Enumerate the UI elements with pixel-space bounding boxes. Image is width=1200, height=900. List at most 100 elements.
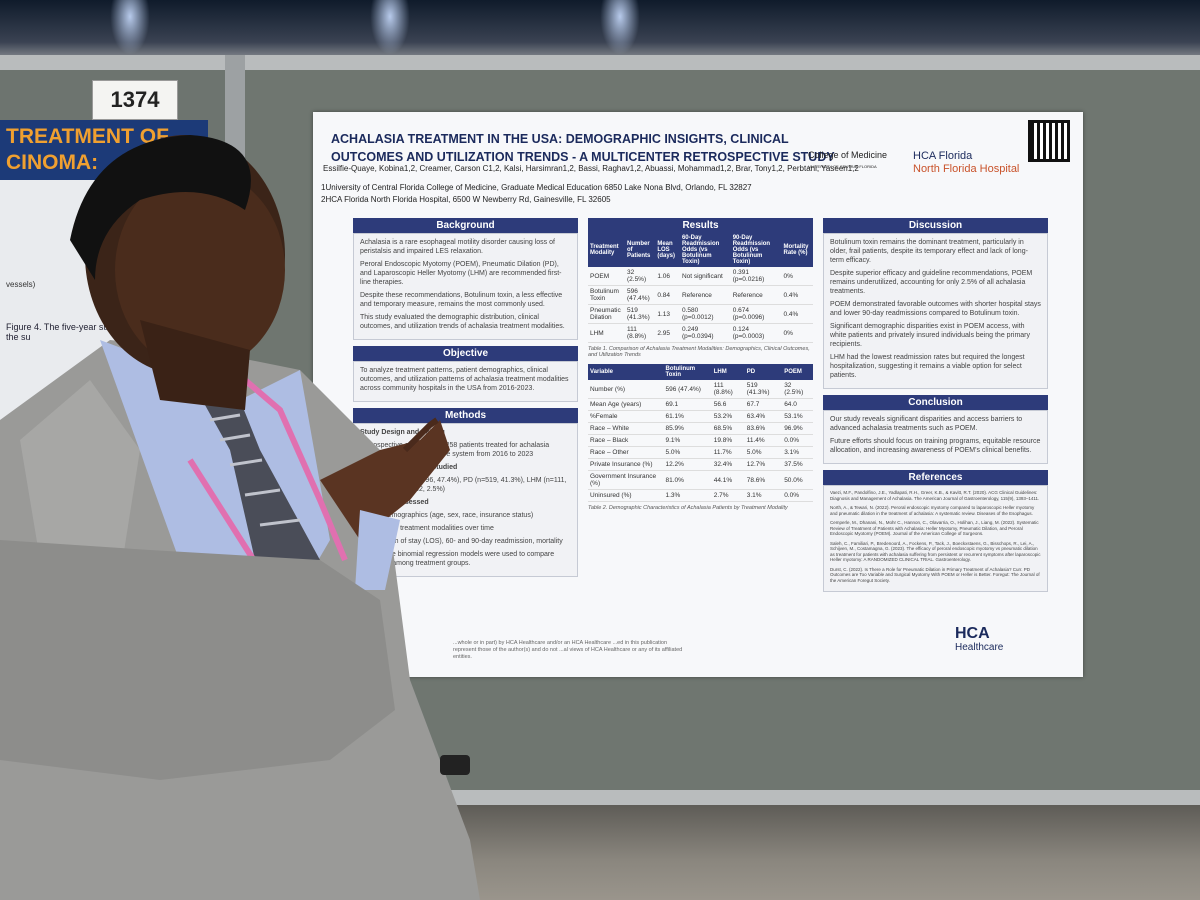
table-cell: Government Insurance (%) xyxy=(588,470,664,490)
table-cell: 0.4% xyxy=(781,285,813,305)
background-item: This study evaluated the demographic dis… xyxy=(360,314,565,330)
hca-logo-line1: HCA Florida xyxy=(913,150,973,162)
results-table-1: Treatment Modality Number of Patients Mean… xyxy=(588,233,813,343)
table-cell: 0.0% xyxy=(782,489,813,502)
background-heading: Background xyxy=(353,218,578,233)
discussion-box: Botulinum toxin remains the dominant tre… xyxy=(823,233,1048,389)
reference-item: North, A., & Tewari, N. (2022). Peroral … xyxy=(830,505,1035,516)
table-cell: 0% xyxy=(781,267,813,286)
table-cell: 85.9% xyxy=(663,422,712,435)
methods-item: Mean length of stay (LOS), 60- and 90-da… xyxy=(360,538,563,545)
table-cell: 32 (2.5%) xyxy=(782,380,813,399)
poster-disclaimer: ...whole or in part) by HCA Healthcare a… xyxy=(453,640,683,660)
results-heading: Results xyxy=(588,218,813,233)
table-header-cell: Variable xyxy=(588,364,664,380)
ceiling-light xyxy=(110,0,150,55)
table-row: Uninsured (%) 1.3% 2.7% 3.1% 0.0% xyxy=(588,489,813,502)
presenter-tie xyxy=(205,400,320,590)
table-cell: 0.580 (p=0.0012) xyxy=(679,304,731,324)
table-cell: 50.0% xyxy=(782,470,813,490)
table-cell: 1.13 xyxy=(655,304,680,324)
table-cell: Race – Other xyxy=(588,446,664,459)
methods-item: Retrospective analysis of 1,258 patients… xyxy=(360,442,550,458)
table-cell: LHM xyxy=(588,323,625,343)
objective-heading: Objective xyxy=(353,346,578,361)
poster-title: ACHALASIA TREATMENT IN THE USA: DEMOGRAP… xyxy=(331,132,835,164)
table-cell: 19.8% xyxy=(711,434,745,447)
table-row: Race – White 85.9% 68.5% 83.6% 96.9% xyxy=(588,422,813,435)
table-header-cell: Treatment Modality xyxy=(588,233,625,267)
table-cell: Reference xyxy=(679,285,731,305)
table-row: Pneumatic Dilation 519 (41.3%) 1.13 0.580 (… xyxy=(588,304,813,324)
conclusion-box: Our study reveals significant disparitie… xyxy=(823,410,1048,464)
discussion-item: POEM demonstrated favorable outcomes wit… xyxy=(830,301,1041,317)
table-cell: 68.5% xyxy=(711,422,745,435)
conclusion-heading: Conclusion xyxy=(823,395,1048,410)
table-cell: 111 (8.8%) xyxy=(711,380,745,399)
table-cell: 69.1 xyxy=(663,398,712,411)
table-cell: 0% xyxy=(781,323,813,343)
conclusion-item: Future efforts should focus on training … xyxy=(830,438,1041,454)
table-cell: 3.1% xyxy=(744,489,783,502)
table-row: Mean Age (years) 69.1 56.6 67.7 64.0 xyxy=(588,398,813,411)
ceiling-light xyxy=(370,0,410,55)
table-row: POEM 32 (2.5%) 1.06 Not significant 0.391 (p… xyxy=(588,267,813,286)
table-cell: Race – Black xyxy=(588,434,664,447)
table-cell: Race – White xyxy=(588,422,664,435)
reference-item: Durst, C. (2022). Is There a Role for Pn… xyxy=(830,566,1040,583)
reference-item: Cemperle, M., Dhanani, N., Mohr C., Hann… xyxy=(830,520,1039,536)
table-cell: 63.4% xyxy=(744,410,783,423)
table-header-cell: POEM xyxy=(782,364,813,380)
table-cell: 5.0% xyxy=(663,446,712,459)
table-cell: 64.0 xyxy=(782,398,813,411)
table-1-caption: Table 1. Comparison of Achalasia Treatme… xyxy=(588,346,810,358)
table-cell: 2.95 xyxy=(655,323,680,343)
table-row: Government Insurance (%) 81.0% 44.1% 78.6% 5… xyxy=(588,470,813,490)
banner-line: TREATMENT OF xyxy=(6,125,169,148)
table-row: %Female 61.1% 53.2% 63.4% 53.1% xyxy=(588,410,813,423)
table-cell: 0.249 (p=0.0394) xyxy=(679,323,731,343)
table-cell: Private Insurance (%) xyxy=(588,458,664,471)
left-column: Background Achalasia is a rare esophagea… xyxy=(353,218,578,577)
qr-code xyxy=(1028,120,1070,162)
table-header-cell: Botulinum Toxin xyxy=(663,364,712,380)
table-row: Number (%) 596 (47.4%) 111 (8.8%) 519 (41.3… xyxy=(588,380,813,399)
wristwatch xyxy=(440,755,470,775)
table-cell: Pneumatic Dilation xyxy=(588,304,625,324)
discussion-item: Despite superior efficacy and guideline … xyxy=(830,270,1033,295)
hca-healthcare-logo: HCA Healthcare xyxy=(955,626,1004,655)
neighbor-figure-caption: Figure 4. The five-year sur period accor… xyxy=(6,322,191,342)
table-cell: 0.391 (p=0.0216) xyxy=(730,267,782,286)
hca-logo-sub: Healthcare xyxy=(955,642,1004,653)
table-cell: 1.3% xyxy=(663,489,712,502)
discussion-item: Botulinum toxin remains the dominant tre… xyxy=(830,239,1028,264)
table-cell: 2.7% xyxy=(711,489,745,502)
table-cell: 83.6% xyxy=(744,422,783,435)
table-cell: 53.1% xyxy=(782,410,813,423)
middle-column: Results Treatment Modality Number of Pati… xyxy=(588,218,813,511)
table-cell: 9.1% xyxy=(663,434,712,447)
methods-item: Utilization of treatment modalities over… xyxy=(360,525,494,532)
discussion-heading: Discussion xyxy=(823,218,1048,233)
table-row: LHM 111 (8.8%) 2.95 0.249 (p=0.0394) 0.124 (… xyxy=(588,323,813,343)
background-item: Despite these recommendations, Botulinum… xyxy=(360,292,563,308)
affiliation: 2HCA Florida North Florida Hospital, 650… xyxy=(321,195,611,204)
table-cell: 56.6 xyxy=(711,398,745,411)
table-cell: 11.4% xyxy=(744,434,783,447)
presenter-pointing-arm xyxy=(320,420,450,540)
poster-authors: Essilfie-Quaye, Kobina1,2, Creamer, Cars… xyxy=(323,164,859,173)
conclusion-item: Our study reveals significant disparitie… xyxy=(830,416,1023,432)
ucf-logo: College of Medicine UNIVERSITY OF CENTRA… xyxy=(808,150,887,172)
table-cell: Number (%) xyxy=(588,380,664,399)
table-cell: 32 (2.5%) xyxy=(624,267,656,286)
table-row: Race – Other 5.0% 11.7% 5.0% 3.1% xyxy=(588,446,813,459)
table-cell: 81.0% xyxy=(663,470,712,490)
presenter-hair xyxy=(70,135,251,280)
table-header-cell: Mean LOS (days) xyxy=(655,233,680,267)
hca-logo-line2: North Florida Hospital xyxy=(913,163,1020,175)
table-cell: 61.1% xyxy=(663,410,712,423)
table-header-cell: Number of Patients xyxy=(624,233,656,267)
reference-item: Saleh, C., Familiari, P., Bredenoord, A.… xyxy=(830,540,1041,563)
table-cell: POEM xyxy=(588,267,625,286)
table-cell: 12.7% xyxy=(744,458,783,471)
